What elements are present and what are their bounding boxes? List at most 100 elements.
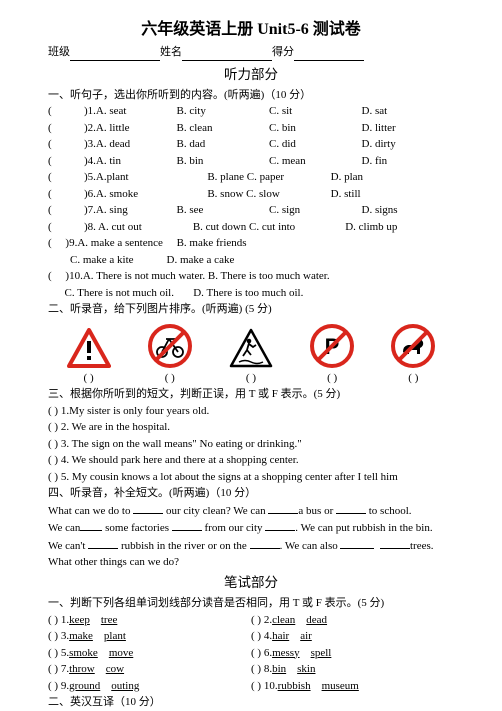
blank-icon <box>340 537 374 549</box>
q5-a: )5.A.plant <box>84 169 207 186</box>
paren-1: ( ) <box>84 370 94 387</box>
s3-item-2: ( ) 2. We are in the hospital. <box>48 419 454 436</box>
w1-5-label: ( ) 5. <box>48 647 69 659</box>
w1-4-w2: air <box>300 630 312 642</box>
w1-4-w1: hair <box>272 630 289 642</box>
w1-7-label: ( ) 7. <box>48 663 69 675</box>
w1-1-w1: keep <box>69 614 90 626</box>
w1-row-3: ( ) 5.smoke move ( ) 6.messy spell <box>48 645 454 662</box>
w1-row-4: ( ) 7.throw cow ( ) 8.bin skin <box>48 661 454 678</box>
s4-line-3: We can't rubbish in the river or on the … <box>48 537 454 555</box>
written-header: 笔试部分 <box>48 573 454 593</box>
q7-a: )7.A. sing <box>84 202 177 219</box>
s4-l3a: We can't <box>48 540 88 552</box>
q7-d: D. signs <box>362 202 455 219</box>
q6-row: ()6.A. smokeB. snow C. slowD. still <box>48 186 454 203</box>
s3-item-1: ( ) 1.My sister is only four years old. <box>48 403 454 420</box>
s4-l3d: trees. <box>410 540 434 552</box>
blank-icon <box>172 519 202 531</box>
q9-ab: )9.A. make a sentence B. make friends <box>65 237 246 249</box>
s4-l3b: rubbish in the river or on the <box>118 540 249 552</box>
q10-row-b: C. There is not much oil. D. There is to… <box>48 285 454 302</box>
q3-a: )3.A. dead <box>84 136 177 153</box>
q7-c: C. sign <box>269 202 362 219</box>
q2-c: C. bin <box>269 120 362 137</box>
w1-6-w1: messy <box>272 647 300 659</box>
w1-6-w2: spell <box>311 647 332 659</box>
q7-row: ()7.A. singB. seeC. signD. signs <box>48 202 454 219</box>
s3-item-5: ( ) 5. My cousin knows a lot about the s… <box>48 469 454 486</box>
signs-parens: ( ) ( ) ( ) ( ) ( ) <box>48 370 454 387</box>
paren-2: ( ) <box>165 370 175 387</box>
w1-9-label: ( ) 9. <box>48 680 69 692</box>
s4-l2a: We can <box>48 522 80 534</box>
q9-row-a: ( )9.A. make a sentence B. make friends <box>48 235 454 252</box>
q2-d: D. litter <box>362 120 455 137</box>
page-title: 六年级英语上册 Unit5-6 测试卷 <box>48 18 454 42</box>
q2-row: ()2.A. littleB. cleanC. binD. litter <box>48 120 454 137</box>
warning-sign-icon <box>67 328 111 368</box>
q8-d: D. climb up <box>345 219 454 236</box>
blank-icon <box>268 502 298 514</box>
q10-ab: )10.A. There is not much water. B. There… <box>65 270 329 282</box>
w2-heading: 二、英汉互译（10 分） <box>48 694 454 711</box>
blank-icon <box>88 537 118 549</box>
q4-c: C. mean <box>269 153 362 170</box>
w1-2-w1: clean <box>272 614 295 626</box>
q8-bc: B. cut down C. cut into <box>193 219 345 236</box>
w1-5-w1: smoke <box>69 647 98 659</box>
listening-header: 听力部分 <box>48 65 454 85</box>
signs-row: P <box>48 324 454 368</box>
w1-8-w1: bin <box>272 663 286 675</box>
section-2-heading: 二、听录音，给下列图片排序。(听两遍) (5 分) <box>48 301 454 318</box>
q4-row: ()4.A. tinB. binC. meanD. fin <box>48 153 454 170</box>
s3-item-3: ( ) 3. The sign on the wall means" No ea… <box>48 436 454 453</box>
info-line: 班级 姓名 得分 <box>48 44 454 61</box>
s4-l3c: . We can also <box>280 540 341 552</box>
name-label: 姓名 <box>160 44 182 61</box>
q2-b: B. clean <box>177 120 270 137</box>
q8-row: ()8. A. cut outB. cut down C. cut intoD.… <box>48 219 454 236</box>
q1-row: ()1.A. seatB. cityC. sitD. sat <box>48 103 454 120</box>
q9-row-b: C. make a kite D. make a cake <box>48 252 454 269</box>
w1-2-w2: dead <box>306 614 327 626</box>
w1-row-5: ( ) 9.ground outing ( ) 10.rubbish museu… <box>48 678 454 695</box>
no-dogs-sign-icon <box>391 324 435 368</box>
q7-b: B. see <box>177 202 270 219</box>
blank-icon <box>250 537 280 549</box>
w1-10-label: ( ) 10. <box>251 680 278 692</box>
paren-4: ( ) <box>327 370 337 387</box>
s4-l2d: . We can put rubbish in the bin. <box>295 522 432 534</box>
blank-icon <box>133 502 163 514</box>
section-4-heading: 四、听录音，补全短文。(听两遍)（10 分） <box>48 485 454 502</box>
w1-5-w2: move <box>109 647 133 659</box>
s4-line-1: What can we do to our city clean? We can… <box>48 502 454 520</box>
w1-3-w1: make <box>69 630 93 642</box>
q5-bc: B. plane C. paper <box>207 169 330 186</box>
q1-a: )1.A. seat <box>84 103 177 120</box>
no-parking-sign-icon: P <box>310 324 354 368</box>
w1-2-label: ( ) 2. <box>251 614 272 626</box>
w1-10-w2: museum <box>322 680 359 692</box>
w1-heading: 一、判断下列各组单词划线部分读音是否相同，用 T 或 F 表示。(5 分) <box>48 595 454 612</box>
s4-l1d: to school. <box>366 505 412 517</box>
q1-d: D. sat <box>362 103 455 120</box>
s4-l2b: some factories <box>102 522 171 534</box>
w1-6-label: ( ) 6. <box>251 647 272 659</box>
w1-10-w1: rubbish <box>278 680 311 692</box>
paren-3: ( ) <box>246 370 256 387</box>
w1-3-label: ( ) 3. <box>48 630 69 642</box>
wet-floor-sign-icon <box>229 328 273 368</box>
w1-8-label: ( ) 8. <box>251 663 272 675</box>
q5-d: D. plan <box>331 169 454 186</box>
q5-row: ()5.A.plantB. plane C. paperD. plan <box>48 169 454 186</box>
s4-l1a: What can we do to <box>48 505 133 517</box>
blank-icon <box>336 502 366 514</box>
q8-a: )8. A. cut out <box>84 219 193 236</box>
paren-5: ( ) <box>408 370 418 387</box>
s3-item-4: ( ) 4. We should park here and there at … <box>48 452 454 469</box>
q1-c: C. sit <box>269 103 362 120</box>
w1-row-2: ( ) 3.make plant ( ) 4.hair air <box>48 628 454 645</box>
s4-line-2: We can some factories from our city . We… <box>48 519 454 537</box>
score-blank <box>294 44 364 61</box>
